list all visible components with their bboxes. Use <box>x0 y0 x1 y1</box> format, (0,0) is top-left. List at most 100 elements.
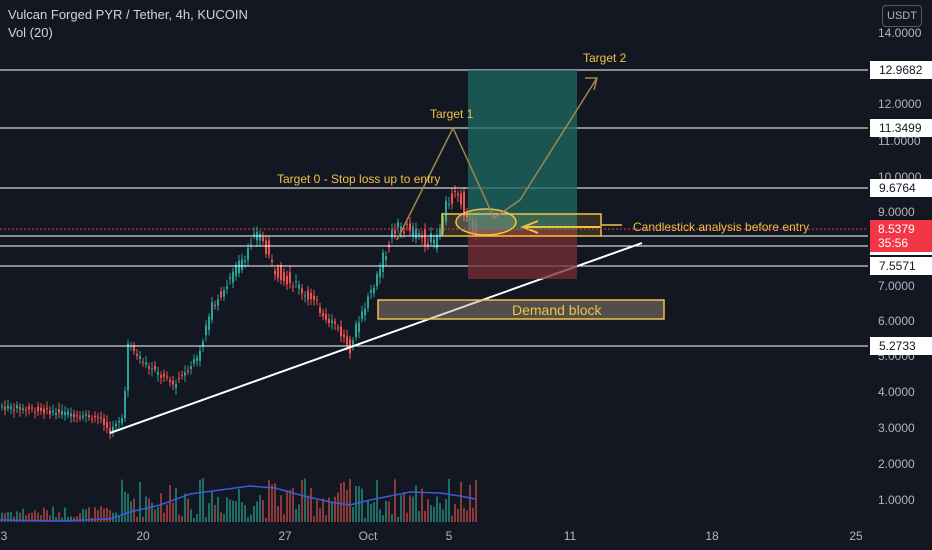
candle-body <box>343 334 345 337</box>
volume-bar <box>199 479 201 522</box>
price-tick: 2.0000 <box>878 457 915 471</box>
volume-bar <box>151 502 153 522</box>
volume-bar <box>379 509 381 522</box>
horizontal-levels <box>0 69 868 347</box>
volume-bar <box>190 509 192 522</box>
candle-body <box>274 270 276 275</box>
candle-body <box>340 326 342 337</box>
candle-body <box>430 233 432 243</box>
volume-bar <box>268 480 270 522</box>
volume-bar <box>124 491 126 522</box>
candle-body <box>97 416 99 418</box>
volume-bar <box>424 510 426 522</box>
volume-bar <box>25 515 27 522</box>
candle-body <box>379 268 381 278</box>
candle-body <box>454 190 456 192</box>
price-tick: 12.0000 <box>878 97 922 111</box>
candle-body <box>337 327 339 329</box>
volume-bar <box>448 478 450 522</box>
candle-body <box>25 409 27 411</box>
candle-body <box>226 286 228 290</box>
currency-button[interactable]: USDT <box>882 5 922 27</box>
candle-body <box>214 304 216 307</box>
volume-bar <box>55 516 57 522</box>
candle-body <box>22 408 24 411</box>
level-badge <box>870 61 932 79</box>
level-badge <box>870 119 932 137</box>
candle-body <box>10 406 12 410</box>
candle-body <box>34 412 36 414</box>
candle-body <box>1 406 3 408</box>
candle-body <box>463 191 465 217</box>
candle-body <box>91 418 93 420</box>
target1-label: Target 1 <box>430 107 474 121</box>
price-tick: 3.0000 <box>878 421 915 435</box>
profit-zone[interactable] <box>468 70 577 230</box>
time-tick: 18 <box>705 529 719 543</box>
price-tick: 6.0000 <box>878 314 915 328</box>
volume-bar <box>166 504 168 522</box>
price-tick: 4.0000 <box>878 385 915 399</box>
candle-body <box>115 423 117 427</box>
candle-body <box>16 405 18 409</box>
candle-body <box>412 226 414 236</box>
volume-bar <box>28 513 30 522</box>
volume-bar <box>187 498 189 522</box>
volume-bar <box>319 508 321 522</box>
volume-bar <box>253 505 255 522</box>
volume-bar <box>286 490 288 522</box>
volume-bar <box>304 478 306 522</box>
candle-body <box>298 284 300 289</box>
candle-body <box>448 204 450 206</box>
volume-bar <box>142 516 144 522</box>
candle-body <box>220 291 222 298</box>
volume-bar <box>67 517 69 522</box>
candle-body <box>460 193 462 205</box>
volume-bar <box>322 498 324 522</box>
volume-bar <box>121 479 123 522</box>
volume-bar <box>430 505 432 522</box>
candle-body <box>148 366 150 369</box>
volume-bar <box>214 504 216 522</box>
time-tick: 3 <box>1 529 8 543</box>
volume-bar <box>433 506 435 522</box>
volume-bar <box>367 500 369 522</box>
time-axis[interactable]: 3 20 27 Oct 5 11 18 25 <box>1 529 863 543</box>
candle-body <box>112 426 114 433</box>
candle-body <box>13 409 15 411</box>
candle-body <box>247 248 249 261</box>
loss-zone[interactable] <box>468 230 577 279</box>
volume-bar <box>451 515 453 522</box>
volume-bar <box>85 509 87 522</box>
candle-body <box>244 260 246 263</box>
candle-body <box>199 350 201 361</box>
volume-bar <box>439 503 441 522</box>
volume-bar <box>136 516 138 522</box>
candle-body <box>103 418 105 425</box>
candle-body <box>55 413 57 415</box>
volume-bar <box>163 512 165 522</box>
volume-bar <box>118 515 120 522</box>
entry-ellipse[interactable] <box>455 208 517 236</box>
candle-body <box>427 243 429 247</box>
entry-zone-box[interactable] <box>441 213 602 237</box>
demand-block-label: Demand block <box>512 302 602 318</box>
candle-body <box>88 414 90 418</box>
candle-body <box>82 415 84 418</box>
volume-bar <box>97 510 99 522</box>
demand-block[interactable] <box>377 299 665 320</box>
candle-body <box>154 365 156 370</box>
candle-body <box>319 307 321 314</box>
volume-bar <box>22 508 24 522</box>
candle-body <box>124 391 126 419</box>
candle-body <box>331 320 333 324</box>
volume-bar <box>58 512 60 522</box>
volume-bar <box>376 480 378 522</box>
projection-path[interactable] <box>396 77 598 241</box>
volume-bar <box>469 484 471 522</box>
candle-body <box>178 378 180 380</box>
candle-body <box>418 233 420 236</box>
time-tick: 25 <box>849 529 863 543</box>
candle-body <box>58 409 60 413</box>
